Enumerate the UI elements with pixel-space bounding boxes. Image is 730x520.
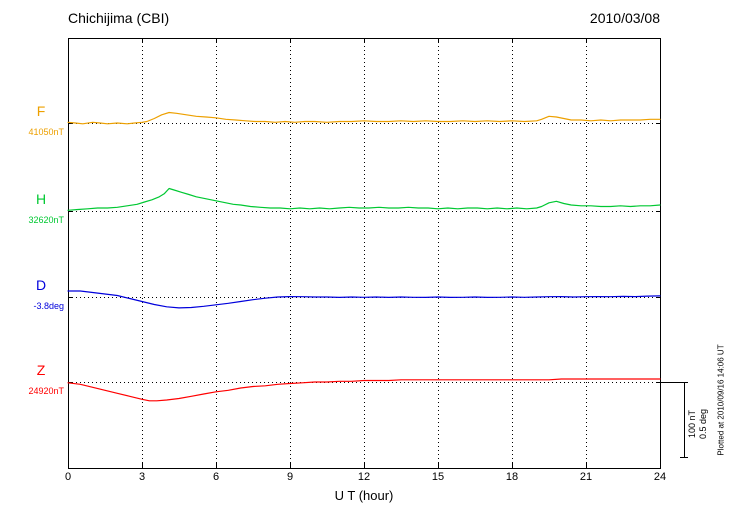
x-tick-label: 24 bbox=[653, 471, 667, 483]
trace-baseline-value-Z: 24920nT bbox=[28, 386, 64, 396]
x-tick-label: 3 bbox=[138, 471, 146, 483]
x-tick-label: 18 bbox=[505, 471, 519, 483]
trace-F bbox=[67, 111, 661, 125]
x-axis-title: U T (hour) bbox=[334, 488, 394, 503]
scale-bar-nt-label: 100 nT bbox=[687, 409, 697, 439]
trace-baseline-value-H: 32620nT bbox=[28, 215, 64, 225]
x-tick-label: 9 bbox=[286, 471, 294, 483]
trace-baseline-value-F: 41050nT bbox=[28, 127, 64, 137]
x-tick-label: 12 bbox=[357, 471, 371, 483]
trace-label-F: F bbox=[36, 103, 46, 119]
trace-D bbox=[67, 290, 661, 309]
scale-bar-deg-label: 0.5 deg bbox=[698, 408, 708, 440]
trace-label-Z: Z bbox=[36, 362, 46, 378]
plotted-at-note: Plotted at 2010/09/16 14:06 UT bbox=[716, 344, 726, 456]
x-tick-label: 21 bbox=[579, 471, 593, 483]
x-tick-label: 6 bbox=[212, 471, 220, 483]
trace-Z bbox=[67, 378, 661, 402]
x-tick-label: 0 bbox=[64, 471, 72, 483]
station-title: Chichijima (CBI) bbox=[68, 10, 170, 26]
x-tick-label: 15 bbox=[431, 471, 445, 483]
trace-baseline-value-D: -3.8deg bbox=[33, 301, 64, 311]
plot-date: 2010/03/08 bbox=[589, 10, 660, 26]
trace-label-D: D bbox=[35, 277, 47, 293]
trace-label-H: H bbox=[35, 191, 47, 207]
trace-H bbox=[67, 187, 661, 211]
